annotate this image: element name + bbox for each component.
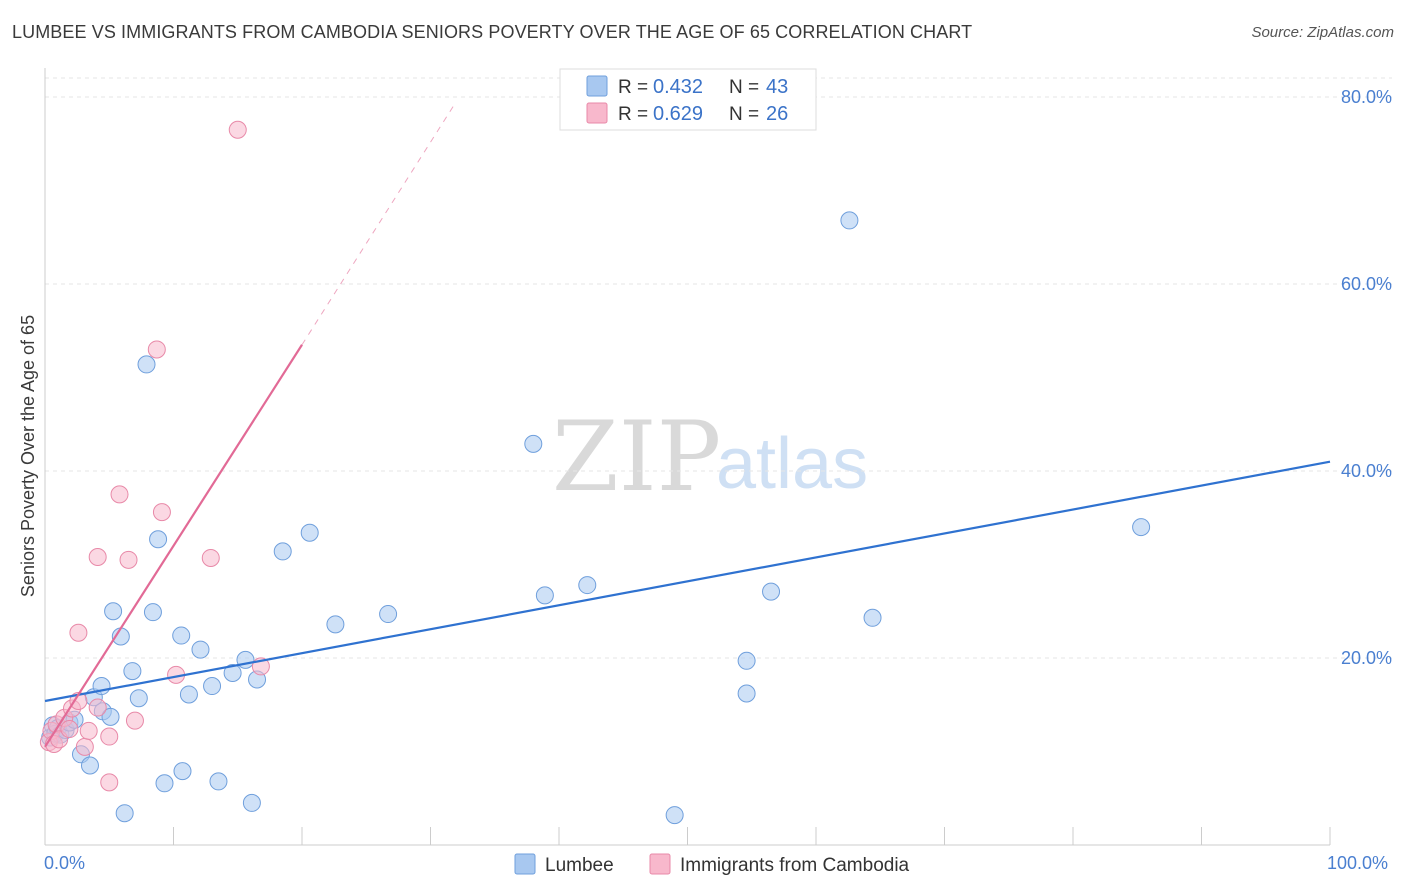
point-lumbee [149,530,168,549]
y-tick-labels: 20.0% 40.0% 60.0% 80.0% [1341,87,1392,668]
point-lumbee [101,707,120,726]
point-cambodia [201,548,220,567]
stats-swatch-cambodia [586,102,608,124]
point-cambodia [69,623,88,642]
stats-n-value-lumbee: 43 [766,76,788,98]
legend-label-cambodia[interactable]: Immigrants from Cambodia [680,855,910,876]
watermark-zip: ZIP [552,401,721,513]
point-lumbee [535,586,554,605]
source-label: Source: ZipAtlas.com [1251,24,1394,41]
point-lumbee [379,605,398,624]
point-lumbee [840,211,859,230]
point-lumbee [242,793,261,812]
point-lumbee [115,804,134,823]
point-lumbee [863,608,882,627]
series-legend: Lumbee Immigrants from Cambodia [514,853,910,876]
point-cambodia [88,698,107,717]
point-cambodia [147,340,166,359]
point-lumbee [762,582,781,601]
watermark-atlas: atlas [716,424,868,504]
stats-swatch-lumbee [586,75,608,97]
point-cambodia [75,737,94,756]
point-cambodia [69,692,88,711]
stats-r-value-lumbee: 0.432 [653,76,703,98]
legend-swatch-cambodia[interactable] [649,853,671,875]
point-cambodia [88,548,107,567]
point-lumbee [123,662,142,681]
legend-swatch-lumbee[interactable] [514,853,536,875]
y-tick-label: 40.0% [1341,461,1392,481]
chart-title: LUMBEE VS IMMIGRANTS FROM CAMBODIA SENIO… [12,22,973,42]
watermark: ZIP atlas [552,401,868,513]
stats-r-label-lumbee: R = [618,77,648,98]
point-lumbee [129,689,148,708]
point-lumbee [203,677,222,696]
y-tick-label: 20.0% [1341,648,1392,668]
point-lumbee [209,772,228,791]
stats-n-label-lumbee: N = [729,77,759,98]
y-tick-label: 60.0% [1341,274,1392,294]
point-cambodia [110,485,129,504]
trend-line-cambodia [44,344,303,748]
x-ticks [173,827,1331,845]
point-lumbee [104,602,123,621]
point-cambodia [100,773,119,792]
point-cambodia [100,727,119,746]
point-lumbee [155,774,174,793]
point-lumbee [172,626,191,645]
stats-n-label-cambodia: N = [729,104,759,125]
point-lumbee [179,685,198,704]
point-lumbee [665,806,684,825]
point-lumbee [737,684,756,703]
x-tick-max: 100.0% [1327,853,1388,873]
point-lumbee [578,576,597,595]
stats-legend: R = 0.432 N = 43 R = 0.629 N = 26 [559,68,817,131]
grid [45,77,1392,659]
point-cambodia [119,550,138,569]
legend-label-lumbee[interactable]: Lumbee [545,855,614,876]
point-lumbee [137,355,156,374]
point-lumbee [223,663,242,682]
point-cambodia [228,120,247,139]
stats-n-value-cambodia: 26 [766,103,788,125]
point-cambodia [152,503,171,522]
point-lumbee [524,434,543,453]
point-lumbee [273,542,292,561]
trend-extension-cambodia [301,101,457,346]
point-cambodia [60,720,79,739]
point-lumbee [80,756,99,775]
point-lumbee [737,651,756,670]
x-tick-min: 0.0% [44,853,85,873]
point-lumbee [191,640,210,659]
point-lumbee [173,762,192,781]
point-lumbee [326,615,345,634]
point-lumbee [300,523,319,542]
point-lumbee [1132,518,1151,537]
stats-r-label-cambodia: R = [618,104,648,125]
stats-r-value-cambodia: 0.629 [653,103,703,125]
point-cambodia [125,711,144,730]
point-lumbee [143,603,162,622]
point-cambodia [79,721,98,740]
y-tick-label: 80.0% [1341,87,1392,107]
y-axis-title: Seniors Poverty Over the Age of 65 [18,315,38,597]
trend-line-lumbee [44,460,1331,703]
trend-lines [44,101,1331,748]
